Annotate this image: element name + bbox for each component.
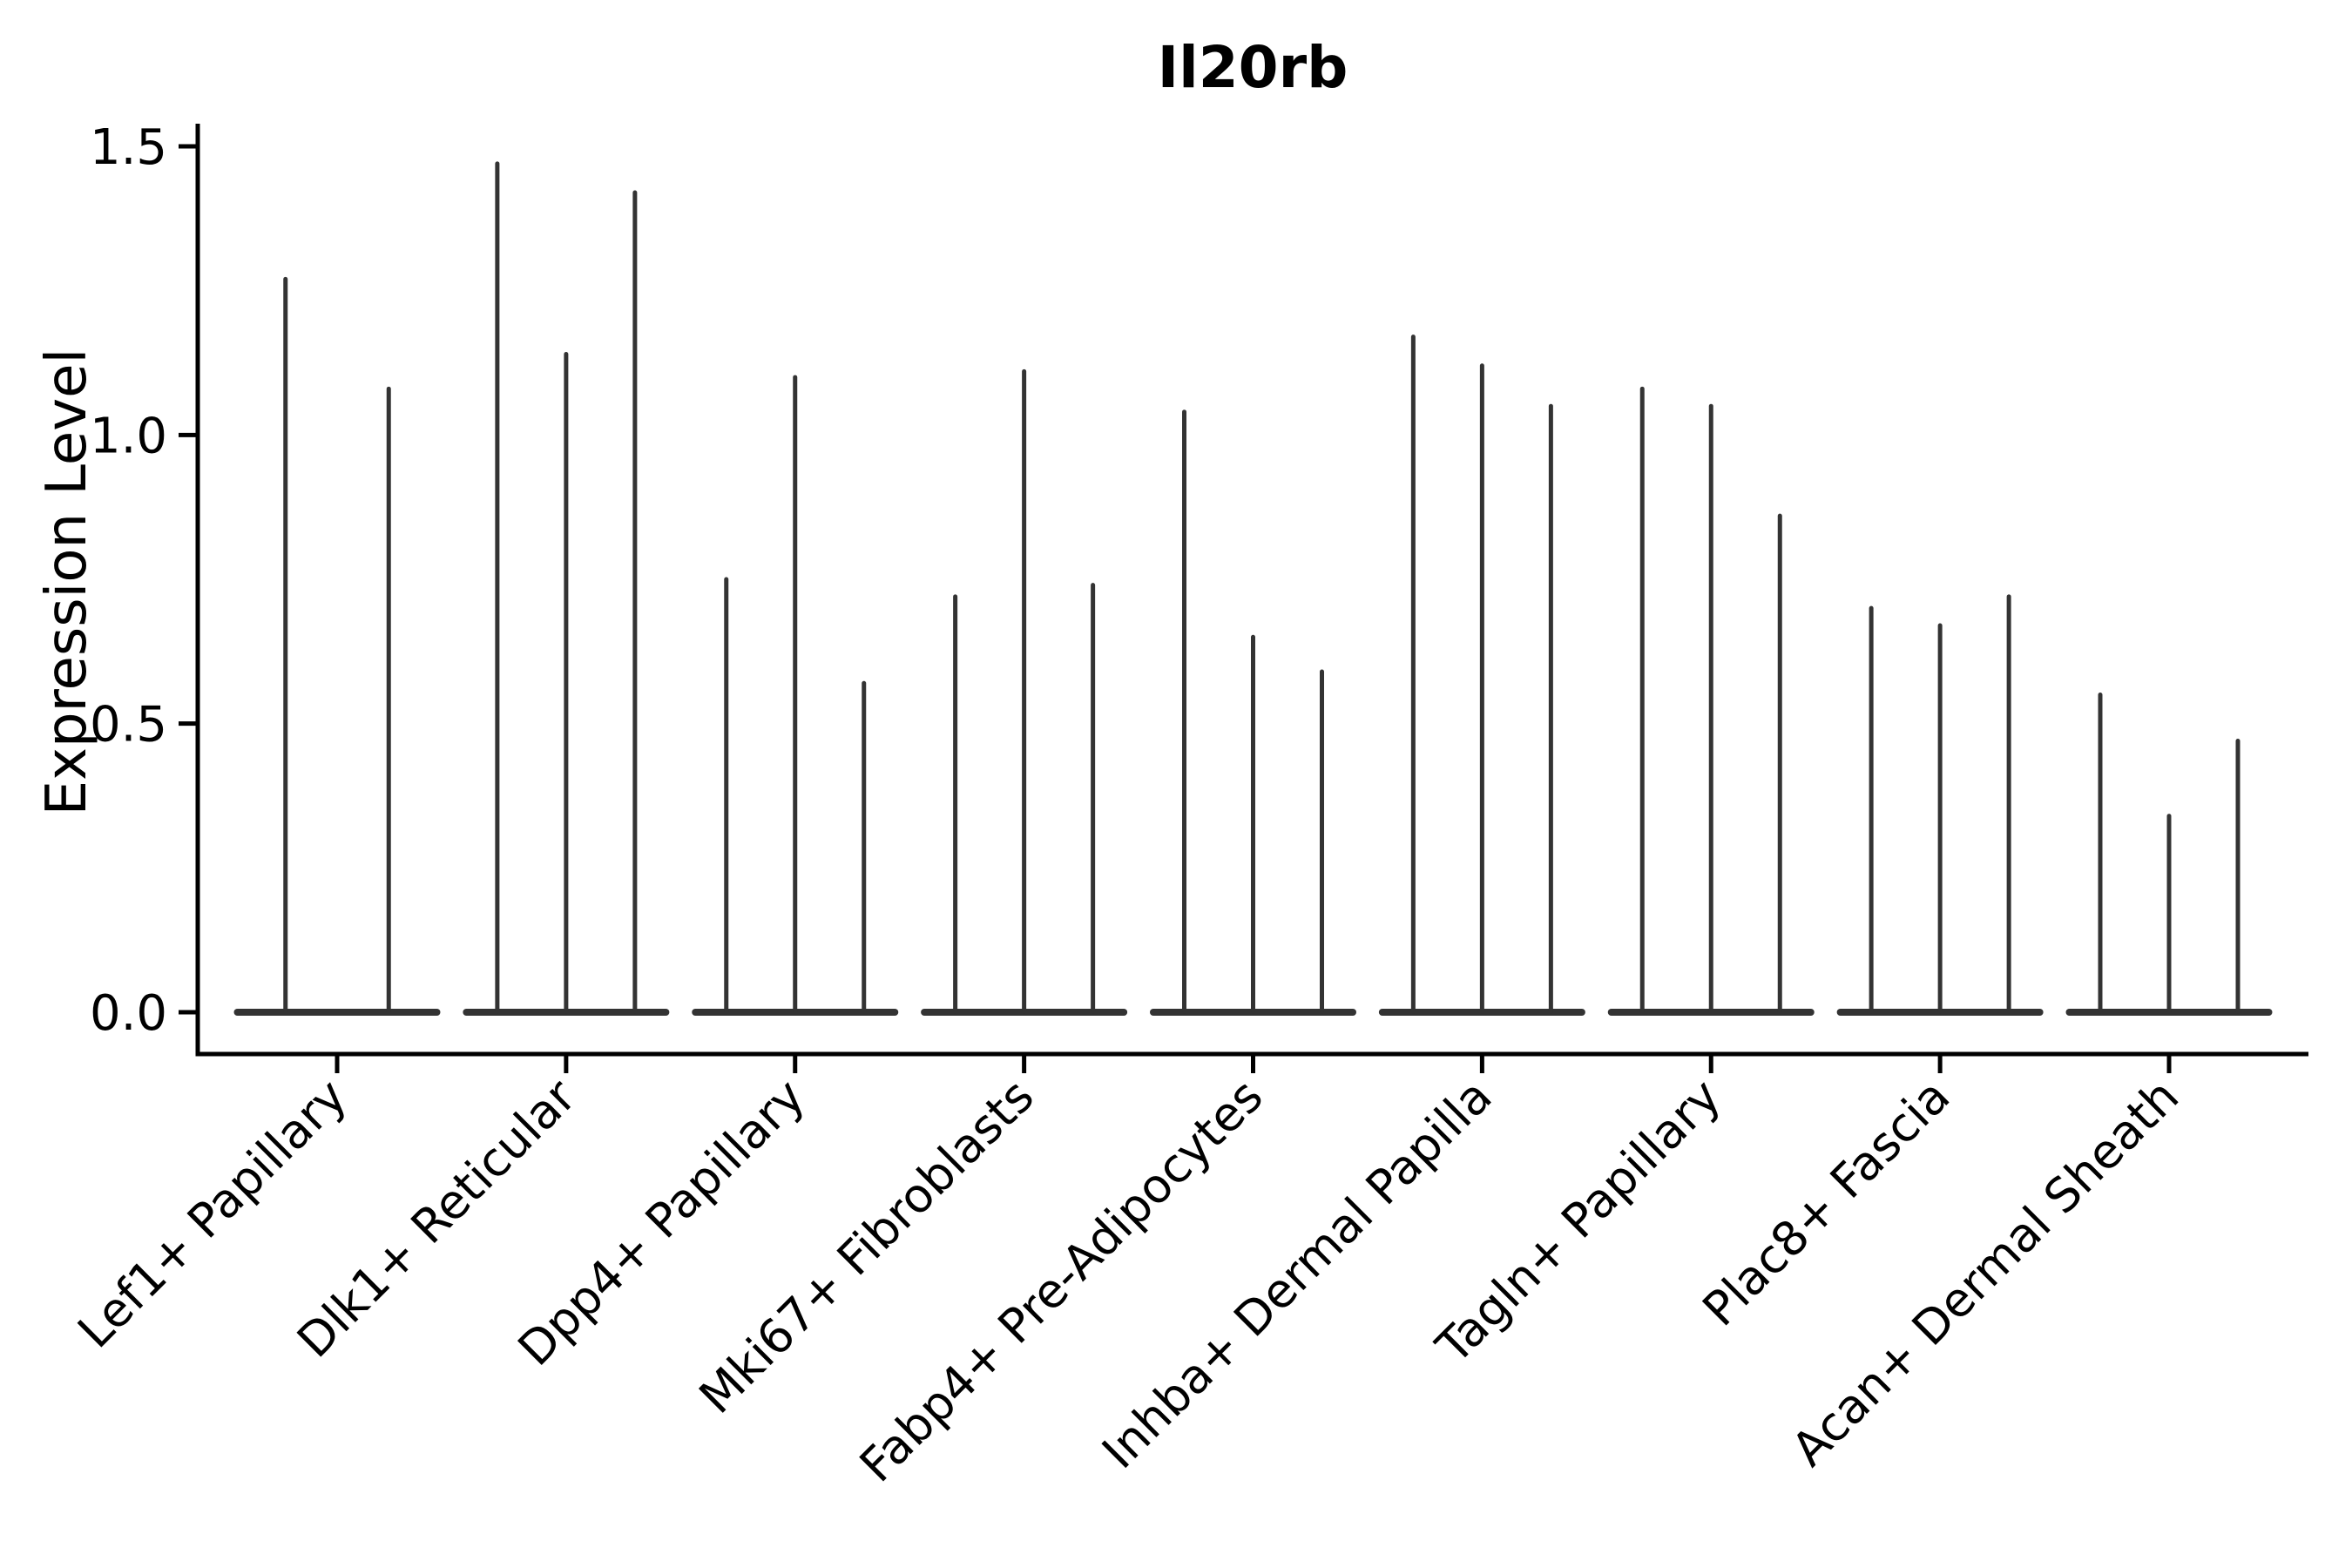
violin-group <box>1607 386 1815 1016</box>
violin-group <box>921 368 1128 1016</box>
y-tick-label: 0.0 <box>90 985 167 1042</box>
violin-group <box>2065 693 2273 1016</box>
violin-group <box>1378 335 1585 1016</box>
x-tick-label: Acan+ Dermal Sheath <box>1781 1069 2189 1477</box>
violin-group <box>1150 409 1356 1016</box>
x-tick-label: Fabp4+ Pre-Adipocytes <box>849 1069 1274 1493</box>
x-tick-label: Inhba+ Dermal Papilla <box>1092 1069 1502 1479</box>
y-tick-label: 1.0 <box>90 408 167 464</box>
y-tick-label: 1.5 <box>90 119 167 176</box>
violin-group <box>463 161 670 1016</box>
chart-title: Il20rb <box>1158 34 1348 101</box>
violin-group <box>1836 594 2044 1016</box>
violin-group <box>233 276 441 1016</box>
violin-group <box>692 375 899 1016</box>
y-axis-label: Expression Level <box>35 348 99 816</box>
y-tick-label: 0.5 <box>90 697 167 754</box>
x-tick-label: Plac8+ Fascia <box>1693 1069 1961 1337</box>
